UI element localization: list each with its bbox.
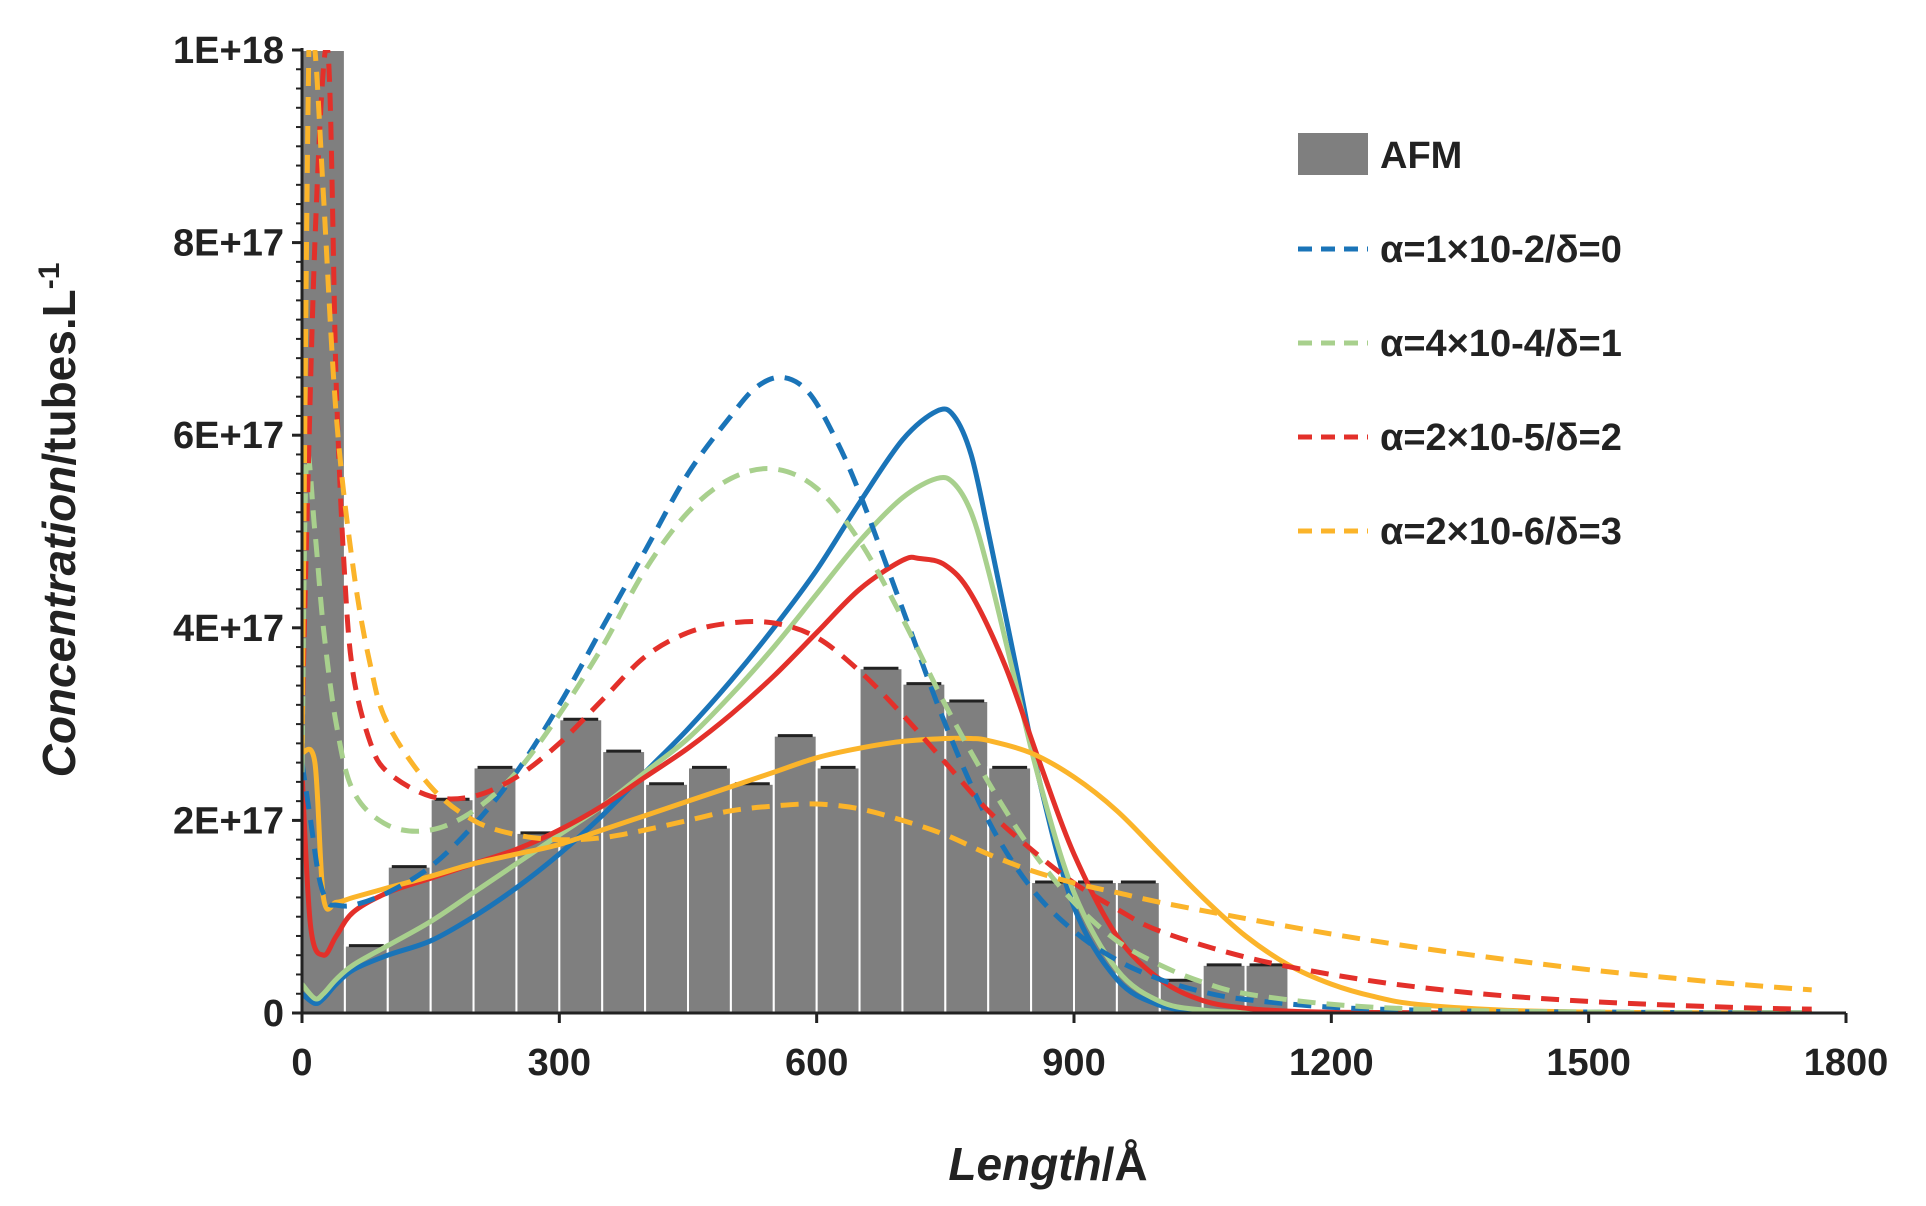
y-tick-label-3: 6E+17 (173, 415, 284, 457)
x-tick-label-3: 900 (1042, 1042, 1105, 1084)
y-axis-title-italic: Concentration (33, 466, 85, 778)
afm-bar-13 (858, 667, 904, 1014)
axes-layer (292, 48, 1848, 1023)
y-axis-title: Concentration/tubes.L-1 (33, 263, 86, 778)
x-tick-label-5: 1500 (1546, 1042, 1631, 1084)
series-line-orange-solid (302, 735, 1812, 1013)
legend: AFM α=1×10-2/δ=0 α=4×10-4/δ=1 α=2×10-5/δ=2 α… (1298, 133, 1622, 553)
y-tick-label-5: 1E+18 (173, 30, 284, 72)
y-axis-title-sup: -1 (33, 263, 66, 290)
x-tick-label-2: 600 (785, 1042, 848, 1084)
x-tick-label-0: 0 (291, 1042, 312, 1084)
legend-label-4: α=2×10-6/δ=3 (1380, 511, 1622, 553)
x-axis-title-italic: Length (948, 1138, 1101, 1190)
y-tick-label-4: 8E+17 (173, 223, 284, 265)
y-tick-label-0: 0 (263, 993, 284, 1035)
afm-bar-17 (1030, 881, 1075, 1014)
legend-swatch-afm (1298, 133, 1368, 175)
afm-bar-14 (901, 682, 947, 1014)
afm-bar-6 (558, 718, 604, 1014)
tick-labels: 0 300 600 900 1200 1500 1800 0 2E+17 4E+17 6E+17 8E… (173, 30, 1888, 1084)
x-axis-title-rest: /Å (1102, 1138, 1148, 1190)
series-line--1-10-2-0 (302, 374, 1812, 1013)
y-tick-label-1: 2E+17 (173, 800, 284, 842)
x-tick-label-4: 1200 (1289, 1042, 1374, 1084)
y-tick-label-2: 4E+17 (173, 608, 284, 650)
series-line--4-10-4-1 (302, 450, 1812, 1013)
legend-label-1: α=1×10-2/δ=0 (1380, 229, 1622, 271)
x-tick-label-6: 1800 (1804, 1042, 1889, 1084)
x-axis-title: Length/Å (948, 1138, 1147, 1190)
legend-label-2: α=4×10-4/δ=1 (1380, 323, 1622, 365)
legend-label-0: AFM (1380, 135, 1462, 177)
y-axis-title-rest: /tubes.L (33, 289, 85, 465)
afm-bar-8 (644, 782, 689, 1015)
x-tick-label-1: 300 (528, 1042, 591, 1084)
series-line--2-10-6-3 (302, 50, 1812, 993)
afm-bar-16 (987, 766, 1033, 1014)
afm-bar-11 (772, 734, 818, 1014)
afm-bar-10 (729, 782, 775, 1015)
legend-label-3: α=2×10-5/δ=2 (1380, 417, 1622, 459)
afm-bar-15 (944, 699, 990, 1014)
afm-bar-9 (687, 766, 732, 1014)
